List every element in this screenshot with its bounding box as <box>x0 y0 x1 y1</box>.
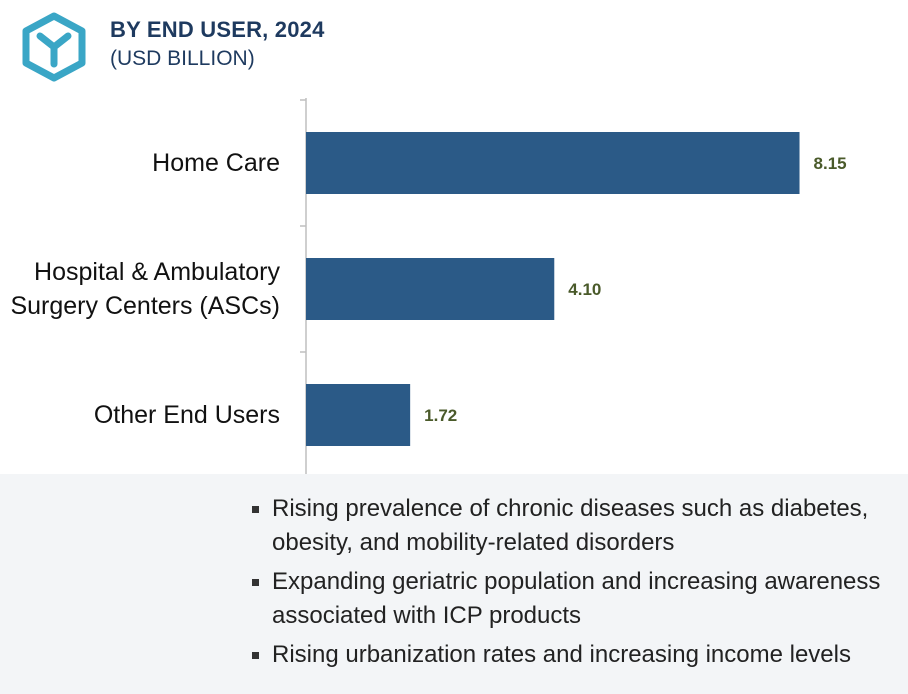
y-hexagon-logo-icon <box>22 12 86 82</box>
chart-subtitle: (USD BILLION) <box>110 47 255 70</box>
bar-chart: 8.15 Home Care 4.10 Hospital & Ambulatory Su… <box>10 98 847 479</box>
driver-bullet: Rising urbanization rates and increasing… <box>252 638 892 672</box>
chart-header: BY END USER, 2024 (USD BILLION) <box>0 0 908 90</box>
driver-bullet: Rising prevalence of chronic diseases su… <box>252 492 892 560</box>
category-label: Surgery Centers (ASCs) <box>10 292 280 320</box>
bar <box>306 258 555 320</box>
bullet-square-icon <box>252 506 259 513</box>
drivers-panel <box>0 474 908 694</box>
category-label: Home Care <box>152 149 280 177</box>
driver-text: Rising urbanization rates and increasing… <box>272 641 851 668</box>
category-label: Hospital & Ambulatory <box>34 258 280 286</box>
driver-text: Rising prevalence of chronic diseases su… <box>272 495 869 556</box>
bar <box>306 132 800 194</box>
bar <box>306 384 411 446</box>
data-label: 4.10 <box>568 280 601 299</box>
bullet-square-icon <box>252 652 259 659</box>
drivers-list: Rising prevalence of chronic diseases su… <box>252 492 892 677</box>
chart-title: BY END USER, 2024 <box>110 17 325 42</box>
bullet-square-icon <box>252 579 259 586</box>
driver-text: Expanding geriatric population and incre… <box>272 568 881 629</box>
data-label: 8.15 <box>814 154 847 173</box>
driver-bullet: Expanding geriatric population and incre… <box>252 565 892 633</box>
category-label: Other End Users <box>94 401 280 429</box>
data-label: 1.72 <box>424 406 457 425</box>
